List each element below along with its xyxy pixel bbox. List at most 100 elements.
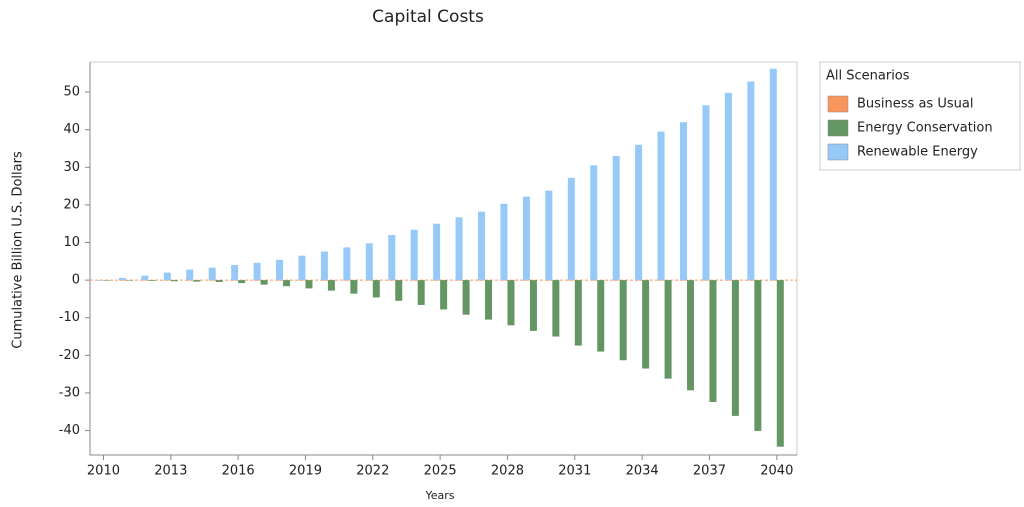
x-tick-label: 2025	[424, 464, 457, 479]
x-tick-label: 2010	[87, 464, 120, 479]
bar	[320, 280, 328, 281]
legend-box	[819, 61, 1021, 171]
bar	[410, 280, 418, 281]
bar	[320, 251, 328, 281]
bar	[372, 280, 380, 298]
bar	[215, 280, 223, 283]
bar	[529, 280, 537, 331]
legend-swatch	[827, 143, 849, 161]
bar	[417, 280, 425, 305]
bar	[96, 280, 104, 281]
y-tick-label: -20	[59, 348, 80, 363]
bar	[769, 68, 777, 281]
y-tick-label: 30	[63, 160, 80, 175]
bar	[478, 280, 486, 281]
y-tick-label: -30	[59, 385, 80, 400]
bar	[298, 255, 306, 281]
bar	[747, 81, 755, 281]
y-tick-label: 20	[63, 197, 80, 212]
bar	[485, 280, 493, 320]
bar	[619, 280, 627, 361]
bar	[612, 156, 620, 281]
bar	[680, 280, 688, 281]
bar	[522, 196, 530, 281]
bar	[680, 122, 688, 281]
bar	[687, 280, 695, 391]
x-axis-label: Years	[424, 489, 454, 502]
y-axis-label: Cumulative Billion U.S. Dollars	[11, 151, 26, 349]
bar	[253, 280, 261, 281]
legend-title: All Scenarios	[826, 69, 910, 84]
bar	[103, 280, 111, 281]
bar	[350, 280, 358, 294]
bar	[343, 280, 351, 281]
bar	[478, 211, 486, 281]
bar	[231, 265, 239, 281]
bar	[769, 280, 777, 281]
bar	[276, 259, 284, 281]
bar	[635, 144, 643, 281]
bar	[590, 280, 598, 281]
x-tick-label: 2013	[154, 464, 187, 479]
bar	[545, 190, 553, 281]
bar	[125, 280, 133, 281]
bar	[635, 280, 643, 281]
bar	[500, 203, 508, 281]
plot-frame	[89, 61, 798, 456]
bar	[141, 280, 149, 281]
y-tick-label: 40	[63, 122, 80, 137]
legend-label: Business as Usual	[857, 97, 973, 112]
bar	[567, 177, 575, 281]
bar	[642, 280, 650, 369]
bar	[163, 280, 171, 281]
bar	[283, 280, 291, 287]
bar	[545, 280, 553, 281]
bar	[657, 131, 665, 281]
bar	[410, 229, 418, 281]
bar	[462, 280, 470, 315]
bar	[327, 280, 335, 291]
bar	[118, 280, 126, 281]
bar	[118, 277, 126, 281]
bar	[702, 105, 710, 281]
bar	[500, 280, 508, 281]
x-tick-label: 2016	[222, 464, 255, 479]
bar	[186, 269, 194, 281]
bar	[747, 280, 755, 281]
bar	[776, 280, 784, 447]
bar	[193, 280, 201, 282]
chart-title: Capital Costs	[372, 7, 484, 27]
bar	[253, 262, 261, 281]
bar	[590, 165, 598, 281]
bar	[208, 280, 216, 281]
x-tick-label: 2031	[558, 464, 591, 479]
bar	[440, 280, 448, 310]
bar	[305, 280, 313, 289]
bar	[702, 280, 710, 281]
bar	[567, 280, 575, 281]
y-tick-label: -10	[59, 310, 80, 325]
bar	[664, 280, 672, 379]
bar	[186, 280, 194, 281]
bar	[276, 280, 284, 281]
bar	[433, 223, 441, 281]
x-tick-label: 2040	[760, 464, 793, 479]
bar	[238, 280, 246, 284]
bar	[731, 280, 739, 416]
bar	[365, 280, 373, 281]
bar	[170, 280, 178, 282]
bar	[141, 275, 149, 281]
bar	[597, 280, 605, 352]
bar	[343, 247, 351, 281]
x-tick-label: 2034	[626, 464, 659, 479]
bar	[208, 267, 216, 281]
bar	[455, 217, 463, 281]
bar	[148, 280, 156, 281]
bar	[724, 92, 732, 281]
x-tick-label: 2028	[491, 464, 524, 479]
bar	[724, 280, 732, 281]
bar	[552, 280, 560, 337]
legend-label: Energy Conservation	[857, 121, 993, 136]
bar	[574, 280, 582, 346]
